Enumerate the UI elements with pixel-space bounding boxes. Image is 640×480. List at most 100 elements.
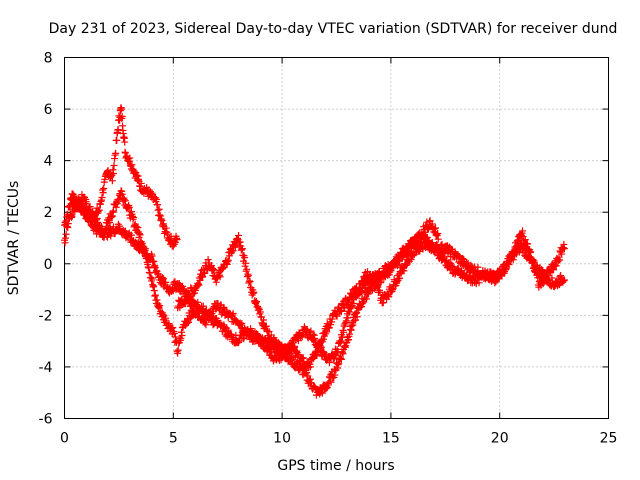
data-point <box>311 335 319 343</box>
data-point <box>243 265 251 273</box>
data-point <box>527 248 535 256</box>
data-point <box>199 302 207 310</box>
data-point <box>242 259 250 267</box>
data-point <box>337 355 345 363</box>
data-point <box>95 206 103 214</box>
x-tick-label: 15 <box>382 431 400 447</box>
data-point <box>128 161 136 169</box>
data-point <box>174 346 182 354</box>
data-point <box>529 255 537 263</box>
data-point <box>112 149 120 157</box>
data-point <box>287 339 295 347</box>
data-point <box>319 335 327 343</box>
data-point <box>126 154 134 162</box>
data-point <box>348 292 356 300</box>
data-point <box>500 269 508 277</box>
data-point <box>108 177 116 185</box>
data-point <box>238 245 246 253</box>
data-point <box>405 247 413 255</box>
data-point <box>117 105 125 113</box>
data-point <box>327 378 335 386</box>
data-point <box>156 302 164 310</box>
data-point <box>313 351 321 359</box>
data-point <box>113 136 121 144</box>
data-point <box>118 112 126 120</box>
data-point <box>309 330 317 338</box>
data-point <box>350 300 358 308</box>
data-point <box>353 313 361 321</box>
data-point <box>160 275 168 283</box>
data-point <box>86 203 94 211</box>
data-point <box>179 282 187 290</box>
data-point <box>187 314 195 322</box>
data-point <box>318 389 326 397</box>
data-point <box>208 265 216 273</box>
y-axis-label: SDTVAR / TECUs <box>6 181 22 296</box>
data-point <box>162 278 170 286</box>
data-point <box>68 212 76 220</box>
series-trace-a <box>61 104 181 250</box>
data-point <box>448 262 456 270</box>
series-trace-c <box>67 190 568 367</box>
x-tick-label: 20 <box>491 431 509 447</box>
data-point <box>170 330 178 338</box>
y-tick-label: -4 <box>39 360 53 376</box>
data-point <box>396 274 404 282</box>
data-point <box>294 337 302 345</box>
series-trace-d <box>174 217 442 372</box>
data-point <box>103 233 111 241</box>
data-point <box>402 261 410 269</box>
data-point <box>250 288 258 296</box>
data-point <box>121 227 129 235</box>
data-point <box>81 205 89 213</box>
data-point <box>407 256 415 264</box>
data-point <box>385 293 393 301</box>
x-tick-label: 0 <box>60 431 69 447</box>
data-point <box>235 231 243 239</box>
data-point <box>241 254 249 262</box>
data-point <box>62 230 70 238</box>
data-point <box>434 235 442 243</box>
data-point <box>121 138 129 146</box>
data-point <box>178 332 186 340</box>
data-point <box>121 197 129 205</box>
data-point <box>224 256 232 264</box>
data-point <box>216 273 224 281</box>
data-point <box>315 346 323 354</box>
data-point <box>323 328 331 336</box>
y-tick-label: 6 <box>44 102 53 118</box>
data-point <box>125 204 133 212</box>
data-point <box>199 273 207 281</box>
data-point <box>290 356 298 364</box>
data-point <box>153 296 161 304</box>
data-point <box>325 324 333 332</box>
data-point <box>393 278 401 286</box>
data-point <box>229 310 237 318</box>
data-point <box>266 346 274 354</box>
x-axis-label: GPS time / hours <box>277 458 394 474</box>
data-point <box>265 327 273 335</box>
data-point <box>185 318 193 326</box>
y-tick-label: 8 <box>44 51 53 67</box>
data-point <box>130 214 138 222</box>
data-point <box>114 126 122 134</box>
data-point <box>552 262 560 270</box>
data-point <box>110 161 118 169</box>
y-tick-label: 2 <box>44 205 53 221</box>
data-point <box>98 194 106 202</box>
data-point <box>523 240 531 248</box>
data-point <box>173 236 181 244</box>
y-tick-label: 0 <box>44 257 53 273</box>
x-tick-label: 5 <box>169 431 178 447</box>
data-point <box>560 276 568 284</box>
data-point <box>109 169 117 177</box>
data-point <box>432 224 440 232</box>
data-point <box>195 281 203 289</box>
data-point <box>338 333 346 341</box>
data-point <box>344 314 352 322</box>
x-tick-label: 25 <box>600 431 618 447</box>
data-points <box>61 104 568 399</box>
data-point <box>109 207 117 215</box>
data-point <box>346 330 354 338</box>
